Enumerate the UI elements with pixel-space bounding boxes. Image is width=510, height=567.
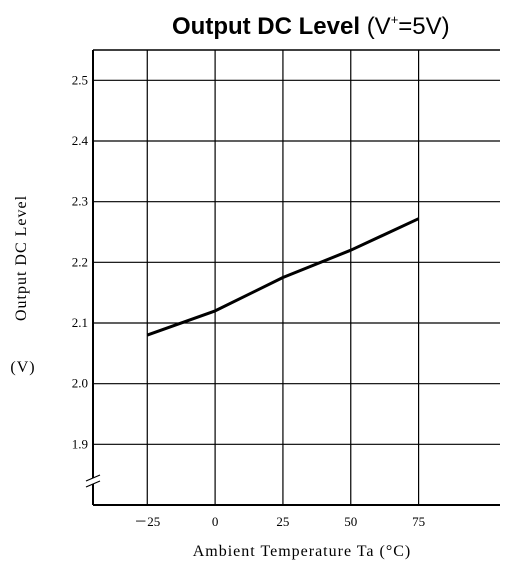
chart-title-superscript: + — [390, 12, 399, 27]
grid — [93, 50, 500, 505]
x-tick-label: 50 — [344, 514, 357, 529]
y-axis-unit-label: (V) — [10, 359, 35, 376]
axis-break-mark — [85, 474, 101, 482]
chart-title: Output DC Level (V+=5V) — [172, 12, 450, 41]
y-tick-label: 2.4 — [72, 133, 89, 148]
axis-break-mark — [85, 480, 101, 488]
y-tick-label: 2.5 — [72, 72, 88, 87]
y-axis-label: Output DC Level — [13, 195, 30, 321]
chart-title-condition-close: =5V) — [398, 13, 450, 40]
chart-title-condition-open: (V — [366, 13, 391, 40]
x-axis-label: Ambient Temperature Ta (°C) — [193, 543, 412, 560]
axes — [85, 49, 500, 506]
x-tick-label: 0 — [212, 514, 219, 529]
y-tick-label: 2.2 — [72, 254, 88, 269]
series-line — [146, 217, 420, 337]
axis-break-gap — [87, 478, 99, 484]
y-tick-label: 2.1 — [72, 315, 88, 330]
y-tick-label: 2.3 — [72, 194, 88, 209]
series-layer — [146, 217, 420, 337]
x-tick-label: －25 — [134, 514, 160, 529]
y-tick-label: 2.0 — [72, 376, 88, 391]
tick-labels: －25 0 25 50 75 1.9 2.0 2.1 2.2 2.3 2.4 2.5 — [72, 72, 425, 529]
x-tick-label: 75 — [412, 514, 425, 529]
x-tick-label: 25 — [276, 514, 289, 529]
y-tick-label: 1.9 — [72, 436, 88, 451]
chart-title-main: Output DC Level — [172, 13, 361, 40]
